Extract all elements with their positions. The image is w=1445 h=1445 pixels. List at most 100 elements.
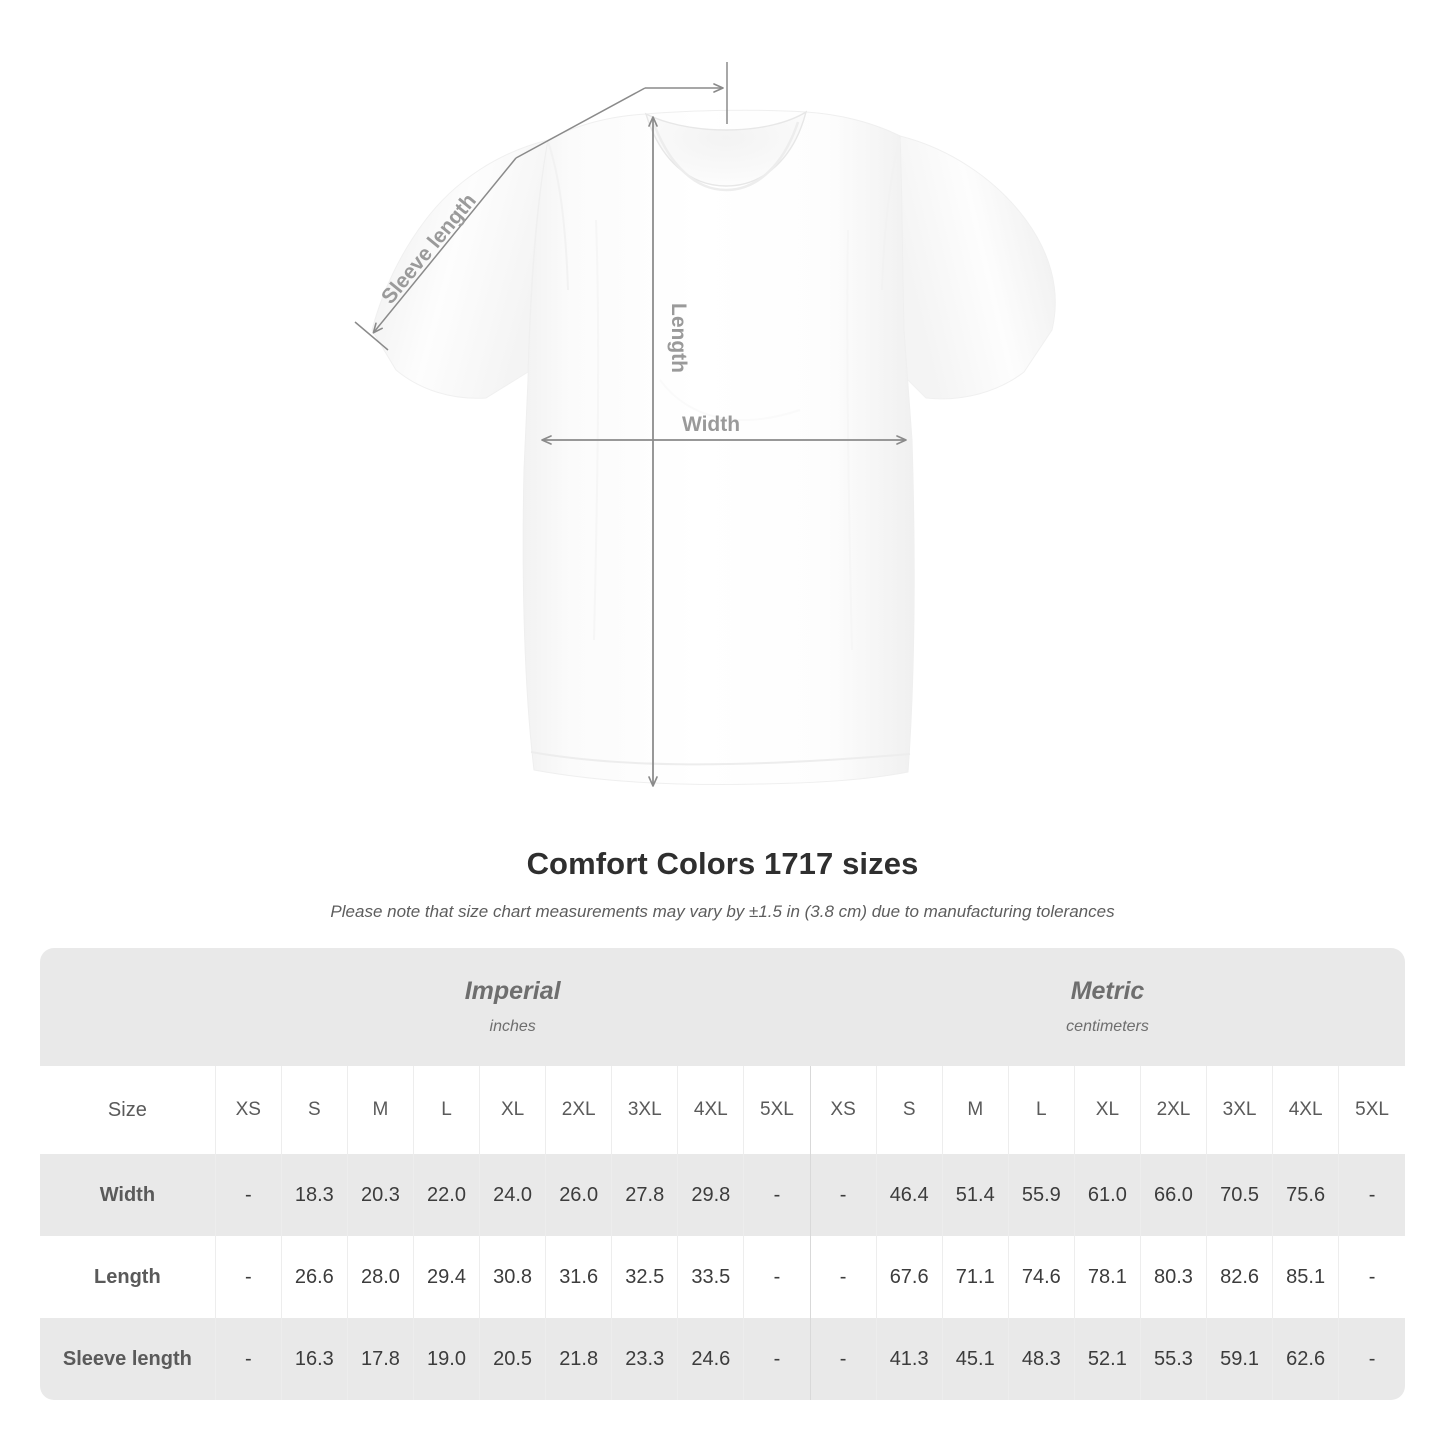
- cell-width-metric-2xl: 66.0: [1139, 1154, 1207, 1236]
- sleeve-length-dimension: [354, 62, 728, 351]
- cell-length-imperial-xs: -: [214, 1236, 282, 1318]
- cell-length-imperial-s: 26.6: [280, 1236, 348, 1318]
- cell-length-imperial-xl: 30.8: [479, 1236, 546, 1318]
- table-row: Sleeve length - 16.3 17.8 19.0 20.5 21.8…: [40, 1318, 1405, 1400]
- cell-length-metric-3xl: 82.6: [1206, 1236, 1273, 1318]
- cell-width-metric-l: 55.9: [1007, 1154, 1075, 1236]
- metric-unit-name: Metric: [1070, 977, 1145, 1006]
- size-header-label: Size: [40, 1066, 216, 1154]
- size-header-metric-xl: XL: [1073, 1066, 1141, 1154]
- size-header-imperial-4xl: 4XL: [677, 1066, 744, 1154]
- size-header-metric-s: S: [875, 1066, 943, 1154]
- imperial-unit-cell: Imperial inches: [215, 948, 811, 1066]
- tshirt-diagram: Sleeve length Length Width: [354, 62, 1056, 787]
- cell-width-metric-xl: 61.0: [1073, 1154, 1141, 1236]
- size-header-metric-m: M: [941, 1066, 1009, 1154]
- width-label: Width: [682, 413, 740, 436]
- size-header-imperial-2xl: 2XL: [545, 1066, 612, 1154]
- cell-sleeve-metric-5xl: -: [1338, 1318, 1405, 1400]
- size-header-imperial-xl: XL: [479, 1066, 546, 1154]
- cell-sleeve-metric-m: 45.1: [941, 1318, 1009, 1400]
- cell-sleeve-imperial-2xl: 21.8: [545, 1318, 612, 1400]
- cell-sleeve-metric-xl: 52.1: [1073, 1318, 1141, 1400]
- measurement-annotations: [354, 62, 907, 787]
- cell-length-imperial-5xl: -: [743, 1236, 811, 1318]
- chart-heading: Comfort Colors 1717 sizes Please note th…: [0, 845, 1445, 923]
- cell-width-metric-5xl: -: [1338, 1154, 1405, 1236]
- cell-length-metric-xs: -: [809, 1236, 877, 1318]
- cell-width-imperial-4xl: 29.8: [677, 1154, 744, 1236]
- cell-sleeve-imperial-xl: 20.5: [479, 1318, 546, 1400]
- imperial-unit-name: Imperial: [464, 977, 561, 1006]
- row-label-length: Length: [40, 1236, 216, 1318]
- size-chart-table-wrap: Imperial inches Metric centimeters Size …: [40, 948, 1405, 1400]
- row-label-width: Width: [40, 1154, 216, 1236]
- unit-banner-spacer: [40, 948, 216, 1066]
- cell-width-imperial-xl: 24.0: [479, 1154, 546, 1236]
- size-header-imperial-s: S: [280, 1066, 348, 1154]
- tshirt-illustration: Sleeve length Length Width: [354, 62, 1056, 787]
- size-header-imperial-5xl: 5XL: [743, 1066, 811, 1154]
- page-title: Comfort Colors 1717 sizes: [526, 846, 919, 881]
- metric-unit-sub: centimeters: [1066, 1017, 1149, 1035]
- size-header-metric-xs: XS: [809, 1066, 877, 1154]
- size-header-metric-l: L: [1007, 1066, 1075, 1154]
- size-header-metric-2xl: 2XL: [1139, 1066, 1207, 1154]
- cell-width-metric-3xl: 70.5: [1206, 1154, 1273, 1236]
- cell-length-imperial-3xl: 32.5: [611, 1236, 678, 1318]
- cell-width-metric-s: 46.4: [875, 1154, 943, 1236]
- cell-width-imperial-s: 18.3: [280, 1154, 348, 1236]
- cell-length-metric-s: 67.6: [875, 1236, 943, 1318]
- cell-length-metric-4xl: 85.1: [1272, 1236, 1339, 1318]
- cell-length-imperial-4xl: 33.5: [677, 1236, 744, 1318]
- size-header-metric-3xl: 3XL: [1206, 1066, 1273, 1154]
- cell-width-imperial-2xl: 26.0: [545, 1154, 612, 1236]
- imperial-unit-sub: inches: [489, 1017, 536, 1035]
- cell-length-imperial-2xl: 31.6: [545, 1236, 612, 1318]
- cell-width-imperial-xs: -: [214, 1154, 282, 1236]
- table-row: Length - 26.6 28.0 29.4 30.8 31.6 32.5 3…: [40, 1236, 1405, 1318]
- cell-width-metric-xs: -: [809, 1154, 877, 1236]
- cell-width-imperial-m: 20.3: [346, 1154, 414, 1236]
- cell-length-metric-5xl: -: [1338, 1236, 1405, 1318]
- cell-sleeve-imperial-3xl: 23.3: [611, 1318, 678, 1400]
- size-header-imperial-m: M: [346, 1066, 414, 1154]
- cell-sleeve-imperial-xs: -: [214, 1318, 282, 1400]
- row-label-sleeve-length: Sleeve length: [40, 1318, 216, 1400]
- size-chart-table: Imperial inches Metric centimeters Size …: [40, 948, 1405, 1400]
- cell-width-imperial-5xl: -: [743, 1154, 811, 1236]
- cell-sleeve-metric-xs: -: [809, 1318, 877, 1400]
- cell-sleeve-imperial-s: 16.3: [280, 1318, 348, 1400]
- shirt-silhouette: [371, 109, 1056, 785]
- length-label: Length: [667, 303, 690, 373]
- cell-sleeve-imperial-l: 19.0: [412, 1318, 480, 1400]
- cell-sleeve-metric-3xl: 59.1: [1206, 1318, 1273, 1400]
- cell-length-metric-m: 71.1: [941, 1236, 1009, 1318]
- size-header-imperial-xs: XS: [214, 1066, 282, 1154]
- unit-banner-row: Imperial inches Metric centimeters: [40, 948, 1405, 1066]
- cell-length-metric-2xl: 80.3: [1139, 1236, 1207, 1318]
- size-header-imperial-l: L: [412, 1066, 480, 1154]
- cell-length-imperial-l: 29.4: [412, 1236, 480, 1318]
- cell-width-metric-4xl: 75.6: [1272, 1154, 1339, 1236]
- cell-sleeve-metric-2xl: 55.3: [1139, 1318, 1207, 1400]
- cell-length-metric-l: 74.6: [1007, 1236, 1075, 1318]
- cell-length-imperial-m: 28.0: [346, 1236, 414, 1318]
- size-header-row: Size XS S M L XL 2XL 3XL 4XL 5XL XS S M …: [40, 1066, 1405, 1154]
- metric-unit-cell: Metric centimeters: [810, 948, 1405, 1066]
- cell-sleeve-metric-l: 48.3: [1007, 1318, 1075, 1400]
- cell-sleeve-imperial-4xl: 24.6: [677, 1318, 744, 1400]
- cell-width-imperial-l: 22.0: [412, 1154, 480, 1236]
- table-row: Width - 18.3 20.3 22.0 24.0 26.0 27.8 29…: [40, 1154, 1405, 1236]
- cell-sleeve-imperial-m: 17.8: [346, 1318, 414, 1400]
- tolerance-note: Please note that size chart measurements…: [330, 902, 1115, 922]
- size-header-metric-5xl: 5XL: [1338, 1066, 1405, 1154]
- cell-width-metric-m: 51.4: [941, 1154, 1009, 1236]
- cell-sleeve-imperial-5xl: -: [743, 1318, 811, 1400]
- cell-sleeve-metric-4xl: 62.6: [1272, 1318, 1339, 1400]
- cell-width-imperial-3xl: 27.8: [611, 1154, 678, 1236]
- size-header-imperial-3xl: 3XL: [611, 1066, 678, 1154]
- cell-length-metric-xl: 78.1: [1073, 1236, 1141, 1318]
- size-header-metric-4xl: 4XL: [1272, 1066, 1339, 1154]
- cell-sleeve-metric-s: 41.3: [875, 1318, 943, 1400]
